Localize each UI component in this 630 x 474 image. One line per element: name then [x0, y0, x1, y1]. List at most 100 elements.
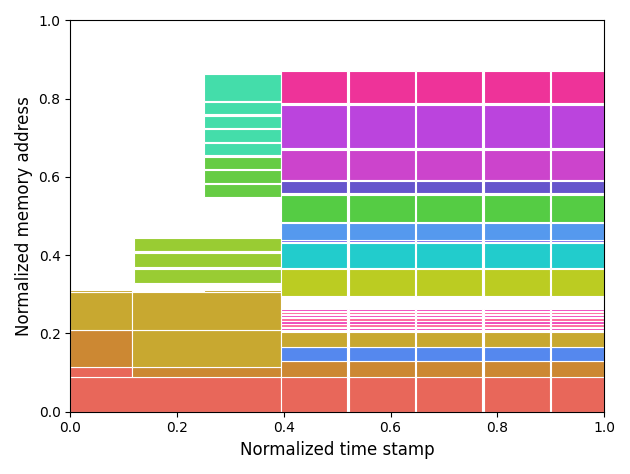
- Bar: [551, 195, 604, 221]
- Bar: [281, 105, 347, 148]
- Bar: [484, 150, 549, 180]
- Bar: [203, 291, 281, 292]
- Bar: [484, 321, 549, 324]
- Bar: [132, 292, 281, 329]
- Bar: [416, 72, 483, 103]
- Bar: [484, 244, 549, 268]
- Bar: [551, 361, 604, 376]
- Bar: [484, 315, 549, 318]
- Bar: [551, 240, 604, 242]
- Bar: [416, 181, 483, 193]
- Bar: [203, 129, 281, 142]
- Bar: [203, 156, 281, 169]
- Bar: [71, 376, 281, 412]
- Bar: [281, 150, 347, 180]
- Bar: [416, 240, 483, 242]
- Bar: [349, 376, 415, 412]
- Bar: [551, 347, 604, 361]
- Bar: [416, 315, 483, 318]
- Bar: [349, 318, 415, 320]
- Bar: [349, 72, 415, 103]
- Bar: [484, 328, 549, 330]
- Bar: [349, 321, 415, 324]
- Bar: [349, 244, 415, 268]
- Bar: [349, 223, 415, 239]
- Bar: [551, 325, 604, 327]
- Bar: [349, 240, 415, 242]
- Bar: [551, 315, 604, 318]
- Bar: [349, 150, 415, 180]
- Bar: [281, 361, 347, 376]
- Y-axis label: Normalized memory address: Normalized memory address: [15, 96, 33, 336]
- Bar: [416, 361, 483, 376]
- Bar: [551, 312, 604, 314]
- Bar: [551, 321, 604, 324]
- Bar: [349, 181, 415, 193]
- Bar: [281, 312, 347, 314]
- Bar: [281, 309, 347, 311]
- Bar: [349, 312, 415, 314]
- Bar: [132, 367, 281, 376]
- Bar: [203, 184, 281, 197]
- X-axis label: Normalized time stamp: Normalized time stamp: [240, 441, 435, 459]
- Bar: [134, 269, 281, 283]
- Bar: [484, 347, 549, 361]
- Bar: [281, 244, 347, 268]
- Bar: [484, 309, 549, 311]
- Bar: [416, 195, 483, 221]
- Bar: [281, 315, 347, 318]
- Bar: [416, 223, 483, 239]
- Bar: [203, 102, 281, 114]
- Bar: [551, 150, 604, 180]
- Bar: [416, 309, 483, 311]
- Bar: [484, 240, 549, 242]
- Bar: [203, 74, 281, 100]
- Bar: [281, 195, 347, 221]
- Bar: [281, 240, 347, 242]
- Bar: [551, 72, 604, 103]
- Bar: [484, 325, 549, 327]
- Bar: [551, 328, 604, 330]
- Bar: [281, 318, 347, 320]
- Bar: [416, 325, 483, 327]
- Bar: [71, 367, 132, 376]
- Bar: [416, 244, 483, 268]
- Bar: [281, 223, 347, 239]
- Bar: [551, 269, 604, 296]
- Bar: [551, 244, 604, 268]
- Bar: [281, 72, 347, 103]
- Bar: [551, 376, 604, 412]
- Bar: [551, 105, 604, 148]
- Bar: [416, 105, 483, 148]
- Bar: [484, 223, 549, 239]
- Bar: [551, 309, 604, 311]
- Bar: [71, 292, 132, 329]
- Bar: [349, 347, 415, 361]
- Bar: [416, 347, 483, 361]
- Bar: [416, 318, 483, 320]
- Bar: [281, 181, 347, 193]
- Bar: [416, 331, 483, 347]
- Bar: [416, 150, 483, 180]
- Bar: [349, 328, 415, 330]
- Bar: [281, 325, 347, 327]
- Bar: [551, 223, 604, 239]
- Bar: [203, 143, 281, 155]
- Bar: [416, 312, 483, 314]
- Bar: [71, 291, 132, 292]
- Bar: [484, 181, 549, 193]
- Bar: [484, 376, 549, 412]
- Bar: [349, 361, 415, 376]
- Bar: [551, 331, 604, 347]
- Bar: [281, 269, 347, 296]
- Bar: [551, 181, 604, 193]
- Bar: [416, 321, 483, 324]
- Bar: [349, 269, 415, 296]
- Bar: [281, 376, 347, 412]
- Bar: [484, 361, 549, 376]
- Bar: [281, 321, 347, 324]
- Bar: [349, 331, 415, 347]
- Bar: [281, 331, 347, 347]
- Bar: [349, 195, 415, 221]
- Bar: [484, 331, 549, 347]
